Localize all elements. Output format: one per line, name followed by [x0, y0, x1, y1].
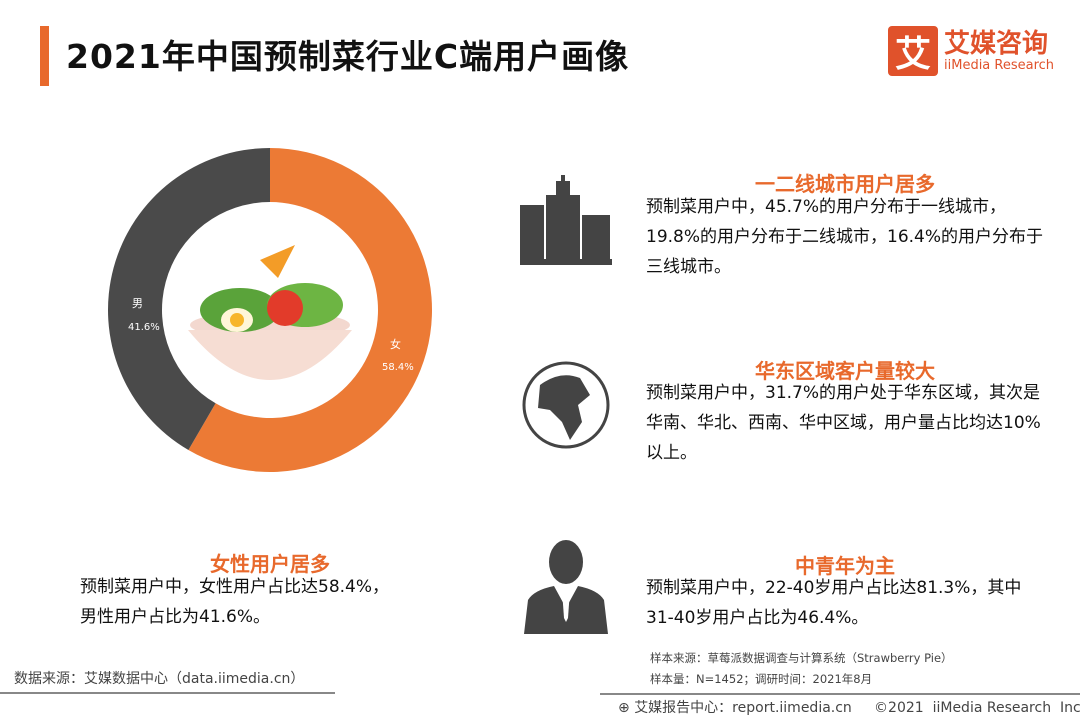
- logo-mark: 艾: [888, 26, 938, 76]
- donut-slice-male: [108, 148, 270, 450]
- globe-icon: [522, 361, 610, 449]
- donut-slice-female: [188, 148, 432, 472]
- buildings-icon: [520, 175, 612, 265]
- city-title: 一二线城市用户居多: [755, 172, 935, 196]
- title-accent-bar: [40, 26, 49, 86]
- age-body: 预制菜用户中，22-40岁用户占比达81.3%，其中31-40岁用户占比为46.…: [646, 578, 1022, 628]
- value-female: 58.4%: [382, 362, 414, 373]
- value-male: 41.6%: [128, 322, 160, 333]
- divider-right: [600, 693, 1080, 695]
- page-title: 2021年中国预制菜行业C端用户画像: [66, 37, 630, 76]
- female-body: 预制菜用户中，女性用户占比达58.4%，男性用户占比为41.6%。: [80, 577, 390, 627]
- gender-donut-chart: 男 41.6% 女 58.4%: [108, 148, 432, 472]
- female-title: 女性用户居多: [210, 552, 330, 576]
- report-text: 艾媒报告中心：report.iimedia.cn ©2021 iiMedia R…: [634, 700, 1080, 716]
- divider-left: [0, 692, 335, 694]
- logo-cn: 艾媒咨询: [944, 28, 1049, 59]
- region-title: 华东区域客户量较大: [755, 359, 935, 383]
- logo-en: iiMedia Research: [944, 57, 1055, 73]
- logo: 艾 艾媒咨询 iiMedia Research: [888, 26, 1054, 76]
- region-body: 预制菜用户中，31.7%的用户处于华东区域，其次是华南、华北、西南、华中区域，用…: [646, 383, 1041, 463]
- businessman-icon: [524, 540, 608, 634]
- city-body: 预制菜用户中，45.7%的用户分布于一线城市，19.8%的用户分布于二线城市，1…: [646, 197, 1044, 277]
- salad-bowl-icon: [170, 210, 370, 410]
- globe-small-icon: ⊕: [618, 700, 635, 716]
- sample-source: 样本来源：草莓派数据调查与计算系统（Strawberry Pie）: [650, 651, 953, 665]
- sample-size: 样本量：N=1452；调研时间：2021年8月: [650, 672, 873, 686]
- age-title: 中青年为主: [795, 554, 895, 578]
- label-male: 男: [132, 297, 143, 310]
- report-footer: ⊕ 艾媒报告中心：report.iimedia.cn ©2021 iiMedia…: [618, 697, 1080, 717]
- data-source: 数据来源：艾媒数据中心（data.iimedia.cn）: [14, 671, 305, 687]
- label-female: 女: [390, 337, 401, 351]
